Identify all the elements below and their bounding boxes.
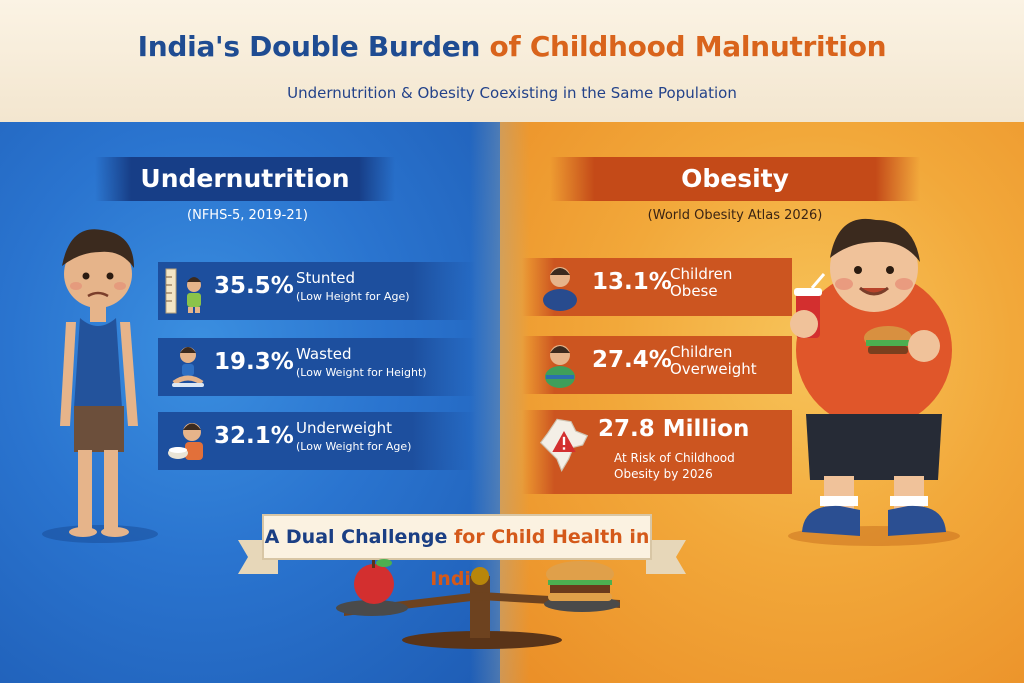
stat-label-main: At Risk of Childhood bbox=[614, 451, 735, 465]
stat-value: 32.1% bbox=[214, 423, 294, 449]
stat-underweight: 32.1% Underweight (Low Weight for Age) bbox=[158, 412, 476, 470]
height-chart-icon bbox=[165, 268, 201, 314]
stat-label-main: Children bbox=[670, 265, 733, 283]
stat-stunted: 35.5% Stunted (Low Height for Age) bbox=[158, 262, 476, 320]
page-title: India's Double Burden of Childhood Malnu… bbox=[0, 30, 1024, 63]
header: India's Double Burden of Childhood Malnu… bbox=[0, 0, 1024, 122]
child-eating-icon bbox=[168, 423, 203, 460]
stat-sublabel: (Low Weight for Age) bbox=[296, 440, 412, 453]
undernutrition-heading: Undernutrition bbox=[95, 157, 395, 201]
stat-sublabel: (Low Height for Age) bbox=[296, 290, 410, 303]
dual-challenge-ribbon: A Dual Challenge for Child Health in Ind… bbox=[262, 514, 652, 590]
stat-label-main: Underweight bbox=[296, 419, 392, 437]
thin-child-icon bbox=[172, 347, 204, 387]
stat-wasted: 19.3% Wasted (Low Weight for Height) bbox=[158, 338, 476, 396]
stat-label-main: Children bbox=[670, 343, 733, 361]
stat-label: Stunted (Low Height for Age) bbox=[296, 270, 410, 305]
obesity-source: (World Obesity Atlas 2026) bbox=[647, 208, 823, 223]
stat-label-second: Obese bbox=[670, 282, 718, 300]
stat-sublabel: (Low Weight for Height) bbox=[296, 366, 427, 379]
thin-child-illustration bbox=[42, 229, 158, 543]
stat-label: Underweight (Low Weight for Age) bbox=[296, 420, 411, 455]
stat-value: 27.4% bbox=[592, 347, 672, 373]
overweight-child-icon bbox=[545, 345, 575, 388]
stat-overweight: 27.4% Children Overweight bbox=[522, 336, 792, 394]
stat-value: 35.5% bbox=[214, 273, 294, 299]
stat-label-second: Obesity by 2026 bbox=[614, 467, 713, 481]
page-subtitle: Undernutrition & Obesity Coexisting in t… bbox=[287, 84, 737, 102]
obese-child-icon bbox=[543, 267, 577, 311]
stat-label: Children Obese bbox=[670, 266, 732, 300]
stat-value: 19.3% bbox=[214, 349, 294, 375]
stat-label-main: Wasted bbox=[296, 345, 352, 363]
title-part-2: of Childhood Malnutrition bbox=[489, 30, 887, 63]
balance-scale-illustration bbox=[336, 559, 620, 649]
obesity-heading: Obesity bbox=[550, 157, 920, 201]
stat-label-main: Stunted bbox=[296, 269, 356, 287]
stat-label: Wasted (Low Weight for Height) bbox=[296, 346, 427, 381]
obese-child-illustration bbox=[788, 218, 960, 546]
title-part-1: India's Double Burden bbox=[137, 30, 481, 63]
stat-label-second: Overweight bbox=[670, 360, 757, 378]
undernutrition-source: (NFHS-5, 2019-21) bbox=[187, 208, 308, 223]
stat-value: 27.8 Million bbox=[598, 416, 750, 442]
india-map-warning-icon bbox=[539, 418, 589, 472]
ribbon-text-1: A Dual Challenge bbox=[264, 526, 448, 548]
stat-value: 13.1% bbox=[592, 269, 672, 295]
stat-at-risk: 27.8 Million At Risk of Childhood Obesity… bbox=[522, 410, 792, 494]
apple-icon bbox=[354, 564, 394, 604]
stat-label: Children Overweight bbox=[670, 344, 757, 378]
stat-label: At Risk of Childhood Obesity by 2026 bbox=[614, 450, 735, 482]
stat-obese: 13.1% Children Obese bbox=[522, 258, 792, 316]
